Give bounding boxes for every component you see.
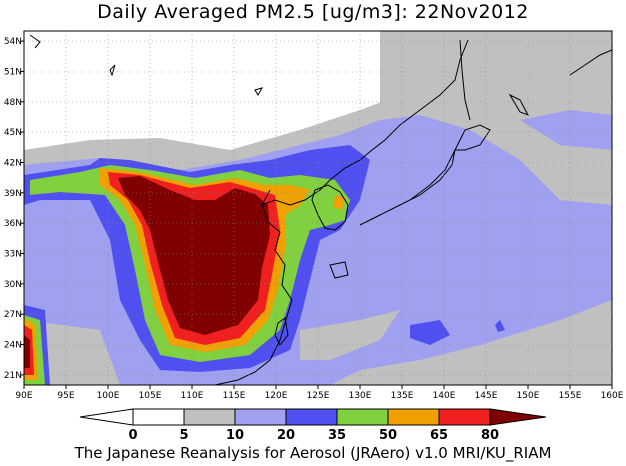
colorbar-segment [438, 408, 491, 426]
lon-tick-label: 125E [307, 391, 330, 401]
lon-tick-label: 100E [97, 391, 120, 401]
colorbar-arrow-low [79, 408, 134, 426]
lon-tick-label: 155E [559, 391, 582, 401]
colorbar-label: 35 [328, 428, 346, 443]
colorbar-label: 20 [277, 428, 295, 443]
lat-tick-label: 42N [4, 158, 22, 168]
contour-5-10-south [300, 310, 400, 360]
contour-80-plus [24, 176, 270, 368]
lat-tick-label: 54N [4, 37, 22, 47]
map-title: Daily Averaged PM2.5 [ug/m3]: 22Nov2012 [97, 1, 529, 23]
lat-tick-label: 27N [4, 310, 22, 320]
colorbar-label: 65 [430, 428, 448, 443]
lat-tick-label: 39N [4, 189, 22, 199]
lon-tick-label: 145E [475, 391, 498, 401]
lat-tick-label: 48N [4, 98, 22, 108]
map-footer: The Japanese Reanalysis for Aerosol (JRA… [74, 444, 552, 462]
lat-tick-label: 36N [4, 219, 22, 229]
colorbar: 0 5 10 20 35 50 65 80 [79, 408, 547, 443]
concentration-field [24, 31, 612, 385]
colorbar-label: 0 [128, 428, 137, 443]
lat-tick-label: 21N [4, 371, 22, 381]
lon-tick-label: 150E [517, 391, 540, 401]
lat-tick-label: 30N [4, 280, 22, 290]
lon-tick-label: 115E [223, 391, 246, 401]
gridlines [24, 31, 612, 385]
colorbar-segment [387, 408, 440, 426]
lat-tick-label: 51N [4, 67, 22, 77]
colorbar-label: 80 [481, 428, 499, 443]
lon-tick-label: 95E [57, 391, 74, 401]
colorbar-label: 10 [226, 428, 244, 443]
lon-tick-label: 105E [139, 391, 162, 401]
latitude-ticks: 21N 24N 27N 30N 33N 36N 39N 42N 45N 48N 51N 54N [4, 37, 24, 381]
colorbar-segment [336, 408, 389, 426]
colorbar-arrow-high [489, 408, 547, 426]
colorbar-segment [285, 408, 338, 426]
longitude-ticks: 90E 95E 100E 105E 110E 115E 120E 125E 130E 135E 14… [15, 385, 624, 401]
lon-tick-label: 160E [601, 391, 624, 401]
lat-tick-label: 24N [4, 341, 22, 351]
colorbar-segment [132, 408, 185, 426]
lon-tick-label: 110E [181, 391, 204, 401]
colorbar-label: 5 [179, 428, 188, 443]
lon-tick-label: 90E [15, 391, 32, 401]
lon-tick-label: 120E [265, 391, 288, 401]
lon-tick-label: 140E [433, 391, 456, 401]
lat-tick-label: 33N [4, 250, 22, 260]
colorbar-label: 50 [379, 428, 397, 443]
lat-tick-label: 45N [4, 128, 22, 138]
colorbar-segment [234, 408, 287, 426]
lon-tick-label: 130E [349, 391, 372, 401]
lon-tick-label: 135E [391, 391, 414, 401]
colorbar-segment [183, 408, 236, 426]
